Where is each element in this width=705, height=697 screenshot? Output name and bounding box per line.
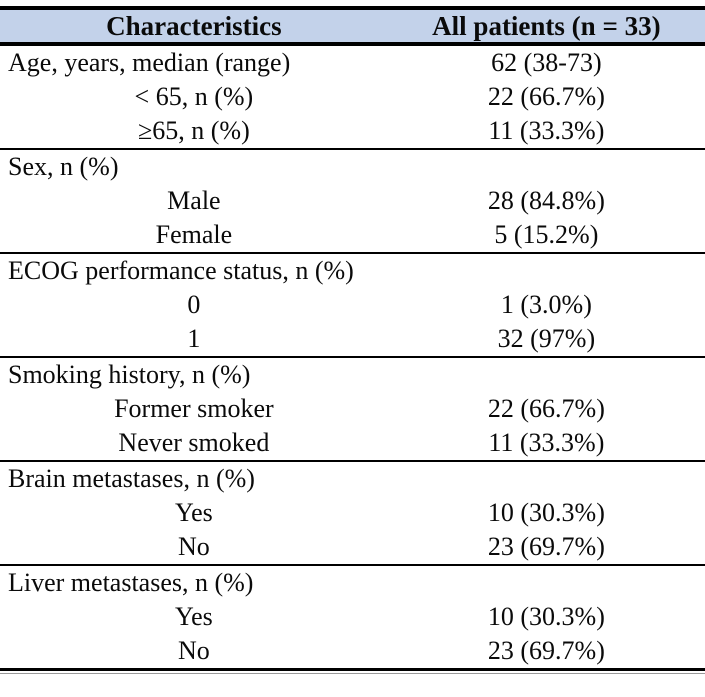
characteristic-cell: Never smoked: [118, 428, 270, 457]
value-cell: 32 (97%): [497, 324, 596, 353]
characteristic-cell: Liver metastases, n (%): [8, 568, 254, 597]
value-cell: 62 (38-73): [491, 48, 602, 77]
table-header-row: Characteristics All patients (n = 33): [0, 6, 705, 46]
row-liver-no: No 23 (69.7%): [0, 634, 705, 668]
value-cell: 1 (3.0%): [500, 290, 592, 319]
patient-characteristics-table: Characteristics All patients (n = 33) Ag…: [0, 6, 705, 674]
value-cell: 23 (69.7%): [487, 636, 605, 665]
row-brain-no: No 23 (69.7%): [0, 530, 705, 564]
characteristic-cell: Yes: [174, 498, 213, 527]
value-cell: 5 (15.2%): [494, 220, 599, 249]
row-brain-metastases: Brain metastases, n (%): [0, 460, 705, 496]
row-liver-yes: Yes 10 (30.3%): [0, 600, 705, 634]
row-brain-yes: Yes 10 (30.3%): [0, 496, 705, 530]
bottom-thin-rule: [0, 673, 705, 674]
row-sex-female: Female 5 (15.2%): [0, 218, 705, 252]
row-age-median: Age, years, median (range) 62 (38-73): [0, 46, 705, 80]
characteristic-cell: Smoking history, n (%): [8, 360, 251, 389]
row-smoking-former: Former smoker 22 (66.7%): [0, 392, 705, 426]
row-age-lt65: < 65, n (%) 22 (66.7%): [0, 80, 705, 114]
value-cell: 23 (69.7%): [487, 532, 605, 561]
characteristic-cell: No: [177, 636, 210, 665]
value-cell: 22 (66.7%): [487, 82, 605, 111]
value-cell: 11 (33.3%): [488, 428, 605, 457]
value-cell: 28 (84.8%): [487, 186, 605, 215]
characteristic-cell: Age, years, median (range): [8, 48, 291, 77]
value-cell: 22 (66.7%): [487, 394, 605, 423]
value-cell: 10 (30.3%): [487, 602, 605, 631]
characteristic-cell: 0: [187, 290, 201, 319]
characteristic-cell: Male: [167, 186, 221, 215]
characteristic-cell: ECOG performance status, n (%): [8, 256, 354, 285]
characteristic-cell: ≥65, n (%): [138, 116, 250, 145]
header-characteristics: Characteristics: [106, 10, 282, 41]
row-sex: Sex, n (%): [0, 148, 705, 184]
characteristic-cell: No: [177, 532, 210, 561]
header-all-patients: All patients (n = 33): [432, 10, 661, 41]
characteristic-cell: Female: [155, 220, 233, 249]
row-ecog-0: 0 1 (3.0%): [0, 288, 705, 322]
characteristic-cell: < 65, n (%): [134, 82, 254, 111]
characteristic-cell: Brain metastases, n (%): [8, 464, 255, 493]
table-bottom-border: [0, 668, 705, 674]
characteristic-cell: Former smoker: [114, 394, 274, 423]
bottom-thick-rule: [0, 668, 705, 671]
row-age-ge65: ≥65, n (%) 11 (33.3%): [0, 114, 705, 148]
row-ecog-1: 1 32 (97%): [0, 322, 705, 356]
value-cell: 11 (33.3%): [488, 116, 605, 145]
value-cell: 10 (30.3%): [487, 498, 605, 527]
row-smoking: Smoking history, n (%): [0, 356, 705, 392]
row-liver-metastases: Liver metastases, n (%): [0, 564, 705, 600]
characteristic-cell: Sex, n (%): [8, 152, 119, 181]
row-sex-male: Male 28 (84.8%): [0, 184, 705, 218]
row-ecog: ECOG performance status, n (%): [0, 252, 705, 288]
row-smoking-never: Never smoked 11 (33.3%): [0, 426, 705, 460]
characteristic-cell: 1: [187, 324, 201, 353]
characteristic-cell: Yes: [174, 602, 213, 631]
